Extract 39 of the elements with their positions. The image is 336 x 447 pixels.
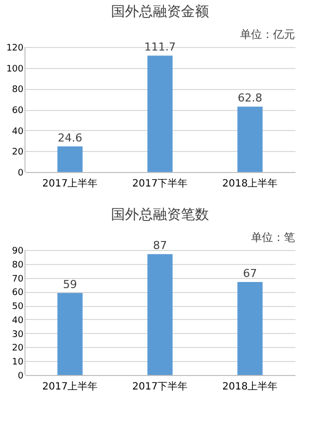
y-tick-label: 80 (12, 85, 24, 96)
data-label: 87 (153, 239, 167, 252)
y-tick-label: 90 (12, 246, 24, 256)
y-tick-label: 20 (12, 148, 24, 158)
bar (57, 293, 83, 375)
x-tick-label: 2017上半年 (42, 380, 98, 392)
x-tick-label: 2017上半年 (42, 178, 98, 190)
y-tick-label: 60 (12, 106, 24, 116)
x-tick-label: 2017下半年 (132, 380, 188, 392)
bar (147, 254, 173, 375)
y-tick-label: 100 (6, 64, 24, 74)
bar (237, 282, 263, 375)
data-label: 59 (63, 278, 77, 292)
bar (237, 106, 263, 172)
x-tick-label: 2017下半年 (132, 178, 188, 190)
y-tick-label: 40 (12, 316, 24, 326)
y-tick-label: 50 (12, 302, 24, 312)
y-tick-label: 40 (12, 126, 24, 137)
y-tick-label: 0 (18, 372, 24, 382)
y-tick-label: 60 (12, 288, 24, 298)
bar (57, 146, 83, 172)
data-label: 67 (243, 266, 257, 280)
x-tick-label: 2018上半年 (222, 380, 278, 392)
bar (147, 56, 173, 172)
y-tick-label: 10 (12, 358, 24, 368)
y-tick-label: 20 (12, 344, 24, 354)
y-tick-label: 80 (12, 260, 24, 270)
data-label: 24.6 (58, 131, 82, 144)
chart-title: 国外总融资笔数 (111, 207, 209, 223)
text: 单位：笔 (251, 231, 295, 244)
data-label: 62.8 (238, 92, 262, 105)
chart-title: 国外总融资金额 (111, 4, 209, 20)
data-label: 111.7 (144, 40, 176, 54)
x-tick-label: 2018上半年 (222, 178, 278, 190)
y-tick-label: 120 (6, 44, 24, 54)
y-tick-label: 70 (12, 274, 24, 284)
y-tick-label: 30 (12, 330, 24, 340)
text: 单位：亿元 (240, 28, 295, 41)
y-tick-label: 0 (18, 168, 24, 178)
